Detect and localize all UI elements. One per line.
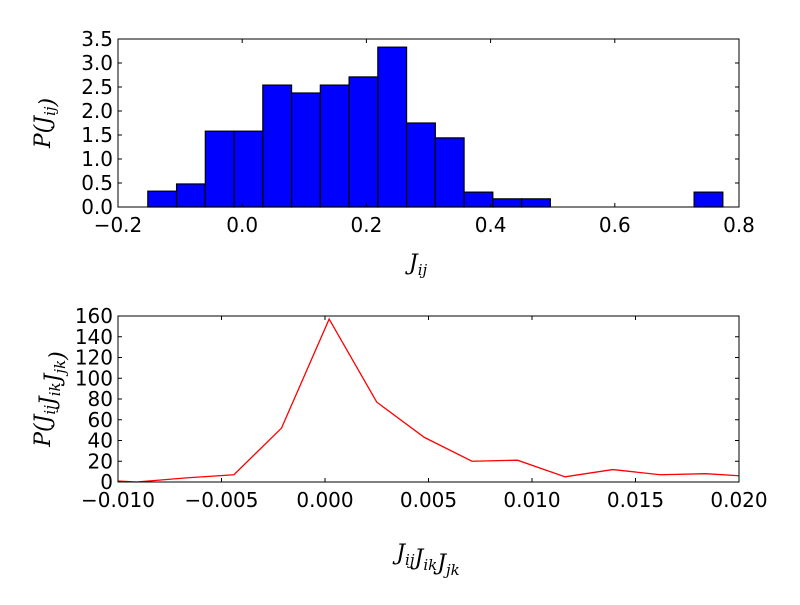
x-tick-label: −0.010 (81, 488, 155, 512)
histogram-bar (348, 76, 379, 208)
y-tick-label: 1.0 (81, 147, 113, 171)
x-tick-label: 0.8 (723, 213, 755, 237)
x-tick-label: 0.000 (296, 488, 353, 512)
y-tick-label: 20 (88, 449, 113, 473)
histogram-bar (204, 130, 235, 208)
x-tick-label: 0.6 (599, 213, 631, 237)
axes-frame (117, 315, 740, 483)
y-tick-label: 120 (75, 346, 113, 370)
histogram-bar (233, 130, 264, 208)
histogram-bar (377, 46, 408, 208)
histogram-bar (175, 183, 206, 208)
y-tick-label: 2.5 (81, 75, 113, 99)
y-tick-label: 140 (75, 325, 113, 349)
y-tick-label: 1.5 (81, 123, 113, 147)
y-tick-label: 3.0 (81, 51, 113, 75)
x-tick-label: 0.005 (400, 488, 457, 512)
y-axis-label: P(JijJikJjk) (31, 351, 71, 448)
x-axis-label: Jij (405, 251, 428, 279)
histogram-bar (319, 84, 350, 208)
y-tick-label: 40 (88, 429, 113, 453)
y-tick-label: 80 (88, 387, 113, 411)
y-tick-label: 0 (100, 470, 113, 494)
histogram-bar (290, 92, 321, 208)
y-tick-label: 100 (75, 366, 113, 390)
x-tick-label: 0.0 (226, 213, 258, 237)
histogram-bar (492, 198, 523, 208)
axes-frame (117, 38, 740, 208)
y-tick-label: 3.5 (81, 27, 113, 51)
y-tick-label: 160 (75, 304, 113, 328)
histogram-bar (434, 137, 465, 208)
histogram-bar (693, 191, 724, 208)
x-axis-label: JijJikJjk (392, 541, 460, 579)
histogram-bar (147, 190, 178, 208)
x-tick-label: 0.4 (475, 213, 507, 237)
y-tick-label: 0.5 (81, 171, 113, 195)
y-tick-label: 0.0 (81, 195, 113, 219)
histogram-bar (262, 84, 293, 208)
x-tick-label: 0.020 (710, 488, 767, 512)
y-axis-label: P(Jij) (31, 98, 61, 149)
x-tick-label: 0.015 (607, 488, 664, 512)
data-line (117, 317, 740, 483)
histogram-bar (463, 191, 494, 208)
x-tick-label: 0.2 (350, 213, 382, 237)
histogram-bar (520, 198, 551, 208)
x-tick-label: 0.010 (503, 488, 560, 512)
y-tick-label: 2.0 (81, 99, 113, 123)
x-tick-label: −0.005 (184, 488, 258, 512)
x-tick-label: −0.2 (94, 213, 143, 237)
histogram-bar (405, 122, 436, 208)
y-tick-label: 60 (88, 408, 113, 432)
